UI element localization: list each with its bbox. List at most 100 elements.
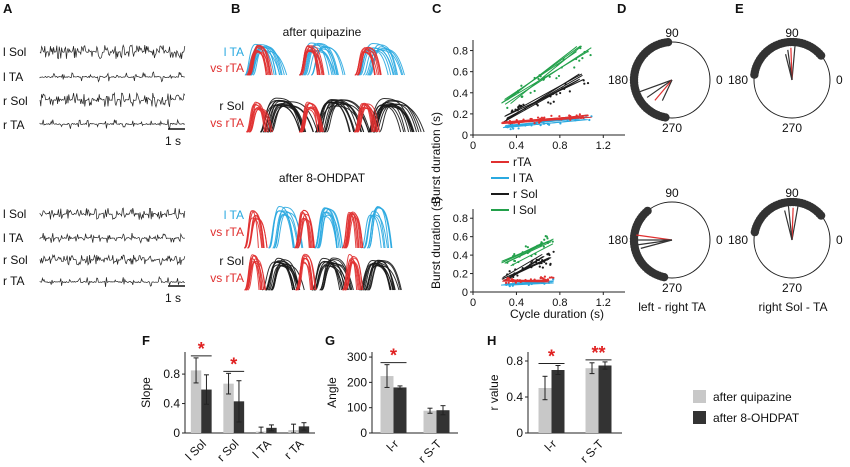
c-point-bottom-0-25 [526,246,529,249]
c-point-bottom-0-27 [518,255,521,258]
c-point-bottom-1-17 [552,250,555,253]
c-ytick-label-top-0: 0 [462,130,468,142]
c-point-top-1-10 [559,91,562,95]
burst-rta-o-1 [293,209,315,249]
c-point-top-3-23 [522,118,525,121]
c-point-top-1-9 [583,82,586,85]
c-point-top-0-29 [548,75,551,78]
c-point-bottom-0-5 [506,261,509,264]
c-point-top-0-18 [520,95,524,98]
bar-g-0-1 [393,387,407,433]
bar-legend: after quipazine after 8-OHDPAT [693,390,800,425]
c-xtick-label-bottom-3: 1.2 [596,297,611,309]
bar-h-1-1 [598,365,612,433]
c-fit-top-2-4 [502,119,588,129]
c-point-top-3-7 [505,120,508,123]
panel-label-a: A [3,1,13,16]
c-point-bottom-1-22 [530,266,533,269]
trace-label-lta-1: l TA [3,70,23,84]
title-after-quipazine: after quipazine [283,25,362,39]
c-point-top-2-22 [530,124,533,127]
panel-label-b: B [231,1,240,16]
bar-ylabel-f: Slope [139,377,153,408]
bar-ytick-label-g-1: 100 [347,401,367,415]
c-point-top-3-28 [517,122,520,125]
polar-vector-d-bottom-0 [636,234,673,241]
c-point-bottom-1-0 [538,262,541,265]
legend-label-lsol: l Sol [513,203,536,217]
c-ytick-label-bottom-2: 0.4 [453,250,468,262]
bar-ytick-label-g-3: 300 [347,350,367,364]
c-point-bottom-1-15 [541,266,544,269]
sig-star-f-1: * [230,354,237,374]
bar-ylabel-h: r value [487,374,501,410]
c-point-bottom-0-1 [526,251,529,255]
bar-category-g-1: r S-T [416,436,445,465]
c-point-top-1-5 [547,101,550,104]
burst-lta-o-1 [313,207,343,249]
polar-dot-d-bottom-258 [659,272,669,282]
c-point-top-2-19 [509,124,513,127]
c-point-bottom-1-7 [514,268,517,271]
c-point-bottom-2-25 [543,282,546,285]
bar-g-1-1 [436,410,450,433]
c-point-bottom-1-2 [516,274,519,277]
c-point-top-2-25 [521,123,524,126]
c-point-top-2-29 [535,122,538,125]
c-point-bottom-3-23 [515,280,518,283]
c-xtick-label-top-0: 0 [470,140,476,152]
legend-label-lta: l TA [513,171,533,185]
c-point-top-2-7 [506,126,509,129]
c-point-top-0-0 [543,76,546,79]
trace-label-lsol-1: l Sol [3,45,26,59]
polar-label-e-bottom-left: 180 [728,233,748,247]
c-ytick-label-top-1: 0.2 [453,109,468,121]
c-point-top-3-13 [558,115,561,118]
burst-rta-q-1 [298,45,325,76]
c-point-bottom-0-17 [540,242,543,245]
c-point-bottom-3-28 [552,276,555,279]
c-point-top-0-28 [575,57,578,61]
c-point-top-1-12 [562,87,566,91]
c-point-bottom-3-17 [506,276,510,280]
polar-vector-d-top-0 [637,79,673,93]
polar-vector-e-bottom-0 [791,206,799,241]
c-point-bottom-0-4 [512,263,515,266]
c-point-top-0-13 [533,76,536,80]
c-ytick-label-top-3: 0.6 [453,67,468,79]
legend-label-rta: rTA [513,155,531,169]
polar-vector-e-bottom-3 [784,210,793,241]
c-point-top-0-12 [560,66,563,69]
c-point-bottom-0-26 [536,244,539,248]
pair-label-rsol-2: r Sol [219,254,244,268]
c-point-top-0-20 [538,74,541,77]
caption-left-right-ta: left - right TA [638,300,706,314]
c-point-bottom-1-8 [538,265,541,268]
c-fit-top-0-2 [501,45,581,104]
c-point-bottom-1-19 [537,258,540,262]
c-point-bottom-0-29 [539,244,542,248]
burst-rta-q2-0 [245,101,274,133]
c-point-bottom-0-23 [521,251,524,254]
polar-vector-e-bottom-1 [791,207,794,241]
c-point-bottom-1-26 [513,272,516,275]
c-xlabel: Cycle duration (s) [510,307,604,321]
panel-a-top: l Sol l TA r Sol r TA 1 s [3,44,186,148]
bar-chart-h: 0 0.4 0.8 r value * l-r ** r S-T [487,343,622,466]
c-point-top-0-15 [589,53,592,57]
c-point-top-2-2 [512,127,515,130]
c-point-top-1-15 [561,87,564,90]
c-point-top-0-9 [579,47,582,50]
burst-rta-q2-1 [298,101,324,133]
c-point-bottom-0-28 [524,245,527,248]
bar-f-0-1 [201,389,212,433]
c-point-bottom-2-29 [549,280,553,283]
c-point-top-1-6 [506,118,509,121]
c-point-bottom-0-18 [517,260,520,264]
c-point-top-3-15 [582,116,585,120]
c-point-top-0-7 [586,50,589,53]
trace-label-lta-2: l TA [3,231,23,245]
bar-ytick-label-h-0: 0 [516,426,523,440]
c-point-top-0-2 [583,50,586,54]
c-ylabel-top: Burst duration (s) [429,112,443,204]
